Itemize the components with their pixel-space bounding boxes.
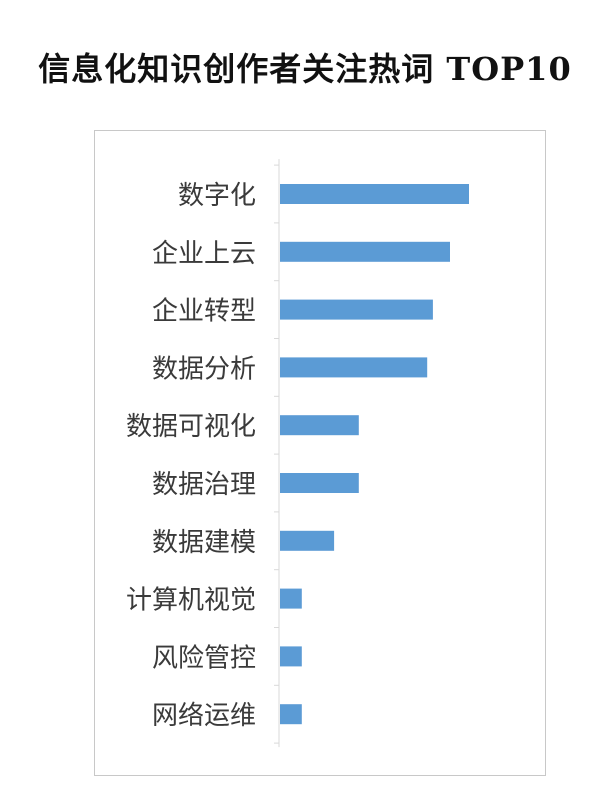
category-label: 计算机视觉 bbox=[126, 586, 256, 616]
bar bbox=[280, 588, 302, 609]
chart-title: 信息化知识创作者关注热词 TOP10 bbox=[38, 50, 572, 88]
category-label: 数字化 bbox=[178, 181, 256, 211]
bar bbox=[280, 646, 302, 667]
bar bbox=[280, 415, 359, 436]
bar bbox=[280, 530, 335, 551]
category-label: 数据建模 bbox=[152, 528, 256, 558]
category-label: 网络运维 bbox=[152, 701, 256, 731]
bar bbox=[280, 299, 433, 320]
category-label: 数据可视化 bbox=[126, 412, 256, 442]
category-label: 企业转型 bbox=[152, 297, 256, 327]
bar bbox=[280, 184, 469, 204]
bar bbox=[280, 357, 428, 378]
category-label: 风险管控 bbox=[152, 643, 256, 673]
chart-frame bbox=[94, 130, 546, 776]
category-label: 数据治理 bbox=[152, 470, 256, 500]
bar bbox=[280, 241, 450, 262]
bar bbox=[280, 704, 302, 725]
bar bbox=[280, 473, 359, 493]
category-label: 数据分析 bbox=[152, 354, 256, 384]
category-label: 企业上云 bbox=[152, 239, 256, 269]
